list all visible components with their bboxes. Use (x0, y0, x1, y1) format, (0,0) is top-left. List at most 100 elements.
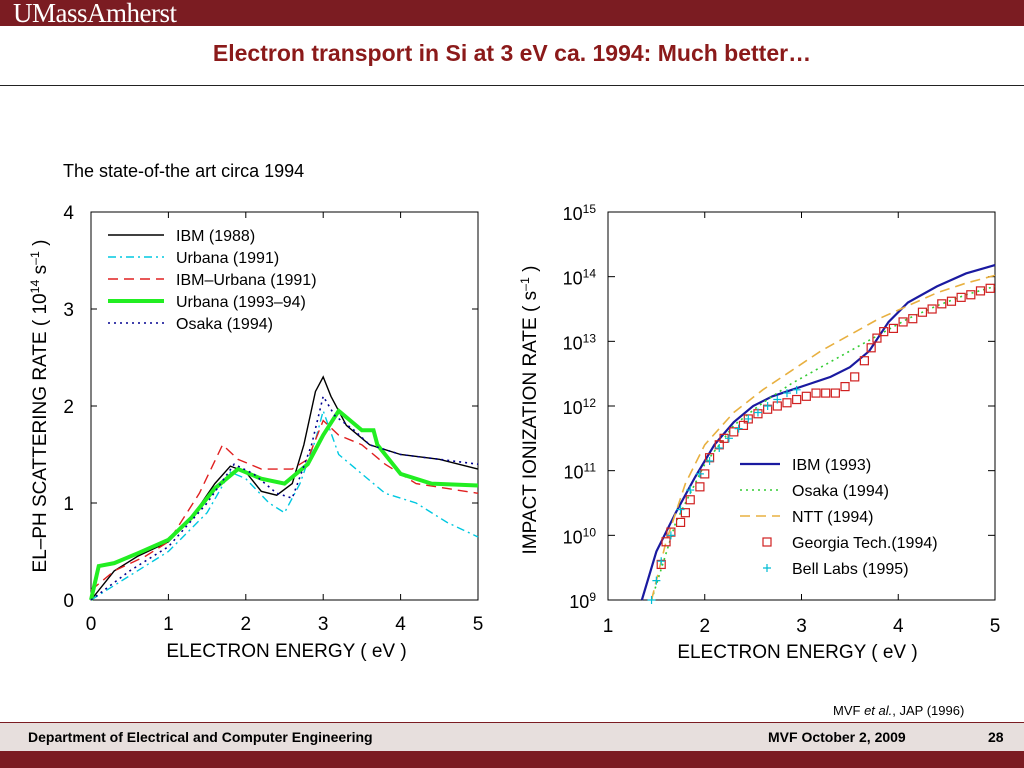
left-y-tick-label: 3 (63, 300, 74, 321)
right-y-tick-label: 1013 (563, 331, 597, 353)
right-marker-square (782, 398, 792, 408)
right-x-axis-label: ELECTRON ENERGY ( eV ) (677, 642, 917, 663)
citation: MVF et al., JAP (1996) (833, 703, 964, 718)
title-divider (0, 85, 1024, 86)
right-marker-plus (792, 385, 801, 394)
left-x-axis-label: ELECTRON ENERGY ( eV ) (166, 641, 406, 662)
right-legend-swatch (762, 537, 772, 547)
right-marker-plus (715, 444, 724, 453)
left-legend-label: IBM (1988) (176, 228, 255, 245)
right-series-line (650, 285, 996, 601)
right-marker-square (738, 420, 749, 430)
right-legend-label: Osaka (1994) (792, 483, 889, 500)
left-series-line (90, 408, 479, 601)
footer-page-number: 28 (988, 729, 1004, 745)
right-y-axis-label: IMPACT IONIZATION RATE ( s–1 ) (518, 266, 541, 555)
right-marker-plus (753, 408, 762, 417)
right-marker-plus (724, 434, 733, 443)
bottom-bar (0, 751, 1024, 768)
right-marker-plus (686, 486, 695, 495)
right-y-tick-label: 109 (569, 590, 596, 612)
right-marker-square (675, 517, 686, 528)
right-marker-square (985, 283, 995, 293)
left-series-line (89, 407, 479, 601)
right-y-tick-label: 1012 (563, 396, 597, 418)
left-x-tick-label: 5 (473, 614, 484, 635)
left-y-tick-label: 1 (63, 494, 74, 515)
right-marker-square (695, 482, 705, 492)
left-legend-label: Urbana (1993–94) (176, 294, 306, 311)
right-y-tick-label: 1010 (563, 525, 597, 547)
right-marker-square (917, 307, 928, 317)
left-series-line (90, 394, 479, 601)
left-legend-label: IBM–Urbana (1991) (176, 272, 317, 289)
left-y-axis-label: EL–PH SCATTERING RATE ( 1014 s–1 ) (28, 240, 51, 573)
citation-etal: et al. (864, 703, 893, 718)
left-plot-frame (90, 211, 479, 601)
right-marker-square (879, 327, 889, 337)
left-x-tick-label: 0 (86, 614, 97, 635)
right-marker-square (661, 537, 671, 547)
right-marker-plus (676, 505, 685, 514)
left-series-line (90, 419, 479, 591)
left-x-tick-label: 1 (163, 614, 174, 635)
right-x-tick-label: 4 (893, 616, 904, 637)
left-x-tick-label: 2 (241, 614, 252, 635)
header-bar: UMassAmherst (0, 0, 1024, 28)
right-marker-square (811, 388, 821, 398)
right-series-line (650, 274, 996, 601)
right-legend-label: NTT (1994) (792, 509, 874, 526)
right-marker-square (830, 388, 840, 398)
citation-author: MVF (833, 703, 865, 718)
right-marker-square (975, 286, 986, 296)
right-marker-plus (734, 424, 743, 433)
slide-title: Electron transport in Si at 3 eV ca. 199… (212, 40, 812, 66)
left-legend-label: Urbana (1991) (176, 250, 279, 267)
right-x-tick-label: 5 (990, 616, 1001, 637)
right-x-tick-label: 2 (699, 616, 710, 637)
right-marker-square (850, 372, 860, 382)
right-y-tick-label: 1015 (563, 202, 597, 224)
right-marker-square (801, 391, 811, 401)
right-marker-square (956, 292, 966, 302)
right-legend-label: Georgia Tech.(1994) (792, 535, 938, 552)
right-marker-square (937, 299, 947, 309)
right-marker-square (966, 290, 976, 300)
left-legend-label: Osaka (1994) (176, 316, 273, 333)
right-marker-square (888, 323, 899, 333)
left-y-tick-label: 0 (63, 591, 74, 612)
left-x-tick-label: 3 (318, 614, 329, 635)
right-marker-square (792, 394, 802, 405)
right-marker-square (866, 343, 876, 353)
right-legend-label: Bell Labs (1995) (792, 561, 909, 578)
right-x-tick-label: 1 (603, 616, 614, 637)
umass-logo: UMassAmherst (13, 0, 177, 28)
right-marker-plus (782, 389, 791, 398)
right-marker-square (908, 314, 918, 324)
right-marker-plus (705, 456, 714, 465)
right-marker-square (898, 317, 908, 327)
left-y-tick-label: 4 (63, 203, 74, 224)
right-marker-plus (695, 469, 704, 478)
right-marker-plus (763, 402, 772, 410)
right-marker-plus (647, 596, 656, 604)
right-y-tick-label: 1014 (563, 267, 597, 289)
right-marker-square (680, 508, 691, 518)
right-legend-swatch (763, 564, 771, 572)
right-marker-plus (652, 576, 661, 585)
right-marker-square (821, 388, 831, 398)
left-x-tick-label: 4 (395, 614, 406, 635)
right-marker-square (729, 427, 739, 437)
right-x-tick-label: 3 (796, 616, 807, 637)
left-series-line (90, 375, 479, 601)
right-marker-plus (657, 557, 666, 566)
right-legend-label: IBM (1993) (792, 457, 871, 474)
slide-subtitle: The state-of-the art circa 1994 (63, 161, 305, 181)
left-y-tick-label: 2 (63, 397, 74, 418)
right-marker-plus (666, 531, 675, 540)
footer-date: MVF October 2, 2009 (768, 729, 906, 745)
footer-department: Department of Electrical and Computer En… (28, 729, 373, 745)
right-marker-square (859, 356, 869, 366)
right-series-line (640, 263, 996, 601)
